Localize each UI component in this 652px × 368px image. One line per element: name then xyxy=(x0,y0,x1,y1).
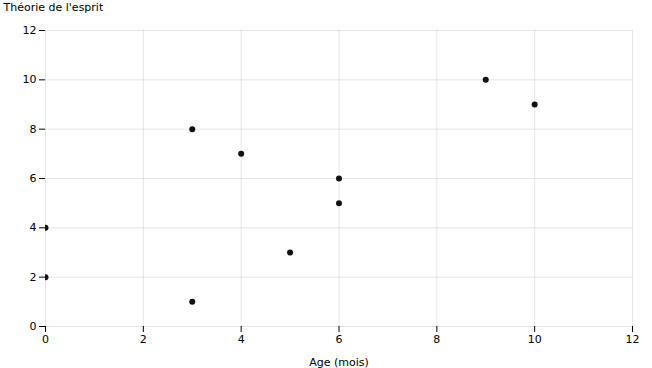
svg-text:4: 4 xyxy=(30,221,37,234)
svg-text:2: 2 xyxy=(140,333,147,346)
svg-text:8: 8 xyxy=(433,333,440,346)
svg-text:10: 10 xyxy=(23,73,37,86)
svg-text:6: 6 xyxy=(30,172,37,185)
svg-text:10: 10 xyxy=(528,333,542,346)
svg-text:6: 6 xyxy=(336,333,343,346)
svg-text:2: 2 xyxy=(30,271,37,284)
svg-text:8: 8 xyxy=(30,123,37,136)
svg-text:Théorie de l'esprit: Théorie de l'esprit xyxy=(3,1,104,14)
svg-text:0: 0 xyxy=(42,333,49,346)
svg-text:Age (mois): Age (mois) xyxy=(309,356,369,368)
svg-text:0: 0 xyxy=(30,320,37,333)
svg-text:4: 4 xyxy=(238,333,245,346)
svg-text:12: 12 xyxy=(626,333,640,346)
svg-text:12: 12 xyxy=(23,24,37,37)
